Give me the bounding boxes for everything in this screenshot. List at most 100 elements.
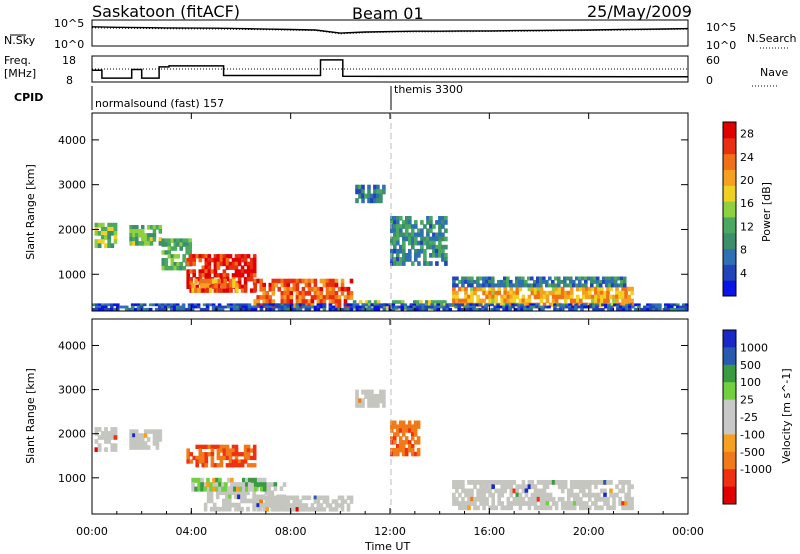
data-cell [231, 452, 236, 457]
data-cell [310, 507, 315, 512]
data-cell [452, 290, 456, 296]
data-cell [307, 495, 312, 500]
data-cell [298, 307, 303, 311]
data-cell [295, 295, 300, 300]
data-cell [316, 503, 321, 508]
data-cell [245, 477, 249, 483]
data-cell [505, 303, 509, 307]
data-cell [104, 427, 108, 432]
data-cell [192, 455, 196, 461]
data-cell [630, 290, 634, 296]
data-cell [277, 307, 282, 311]
data-cell [451, 303, 455, 307]
data-cell [415, 307, 420, 311]
data-cell [512, 480, 517, 485]
data-cell [370, 394, 374, 399]
data-cell [583, 305, 587, 309]
velocity-colorbar-band [723, 330, 736, 348]
data-cell [627, 480, 631, 485]
data-cell [467, 283, 471, 288]
data-cell [627, 488, 631, 494]
data-cell [325, 278, 330, 284]
data-cell [418, 307, 423, 311]
data-cell [455, 290, 459, 296]
data-cell [685, 307, 689, 311]
data-cell [553, 305, 557, 309]
data-cell [421, 303, 425, 307]
data-cell [370, 303, 375, 307]
data-cell [624, 492, 628, 498]
data-cell [579, 501, 583, 506]
data-cell [133, 303, 138, 307]
data-cell [213, 463, 218, 468]
data-cell [569, 505, 574, 511]
data-cell [220, 307, 225, 311]
data-cell [616, 276, 621, 281]
data-cell [228, 494, 232, 500]
data-cell [488, 492, 492, 498]
data-cell [358, 305, 363, 309]
data-cell [512, 290, 517, 296]
data-cell [402, 224, 406, 229]
data-cell [289, 291, 294, 296]
data-cell [560, 496, 565, 502]
data-cell [533, 283, 537, 288]
frequency-series [92, 59, 689, 79]
data-cell [349, 305, 354, 309]
data-cell [277, 499, 282, 504]
data-cell [310, 295, 315, 300]
data-cell [110, 243, 115, 248]
data-cell [129, 225, 133, 230]
data-cell [461, 279, 465, 284]
data-cell [225, 257, 230, 263]
data-cell [304, 507, 309, 512]
data-cell [603, 294, 607, 300]
data-cell [402, 261, 406, 266]
data-cell [222, 506, 226, 512]
data-cell [613, 303, 617, 307]
data-cell [609, 302, 613, 308]
data-cell [376, 398, 380, 404]
data-cell [409, 303, 414, 307]
data-cell [225, 502, 229, 508]
data-cell [563, 298, 568, 304]
data-cell [367, 193, 371, 199]
data-cell [624, 501, 628, 506]
data-cell [402, 253, 406, 258]
data-cell [515, 290, 520, 296]
data-cell [242, 477, 246, 483]
data-cell [234, 444, 239, 449]
data-cell [424, 307, 428, 311]
data-cell [143, 445, 148, 450]
data-cell [92, 303, 96, 307]
data-cell [240, 463, 245, 468]
data-cell [301, 291, 306, 296]
data-cell [466, 305, 470, 309]
data-cell [390, 436, 394, 441]
data-cell [411, 224, 415, 229]
data-cell [208, 287, 213, 293]
data-cell [444, 236, 448, 242]
data-cell [193, 303, 198, 307]
data-cell [361, 307, 366, 311]
data-cell [401, 440, 406, 445]
data-cell [209, 494, 214, 500]
data-cell [441, 244, 445, 250]
data-cell [503, 480, 507, 485]
data-cell [367, 389, 371, 395]
data-cell [548, 480, 553, 485]
data-cell [164, 265, 169, 271]
data-cell [394, 300, 399, 304]
data-cell [548, 492, 553, 498]
data-cell [598, 279, 603, 284]
data-cell [129, 229, 133, 234]
data-cell [191, 477, 195, 483]
data-cell [536, 496, 541, 502]
data-cell [444, 216, 448, 221]
data-cell [331, 286, 336, 292]
data-cell [256, 299, 260, 304]
data-cell [186, 273, 190, 278]
data-cell [625, 303, 629, 307]
data-cell [231, 257, 236, 263]
freq-tick-bottom: 8 [66, 74, 73, 87]
